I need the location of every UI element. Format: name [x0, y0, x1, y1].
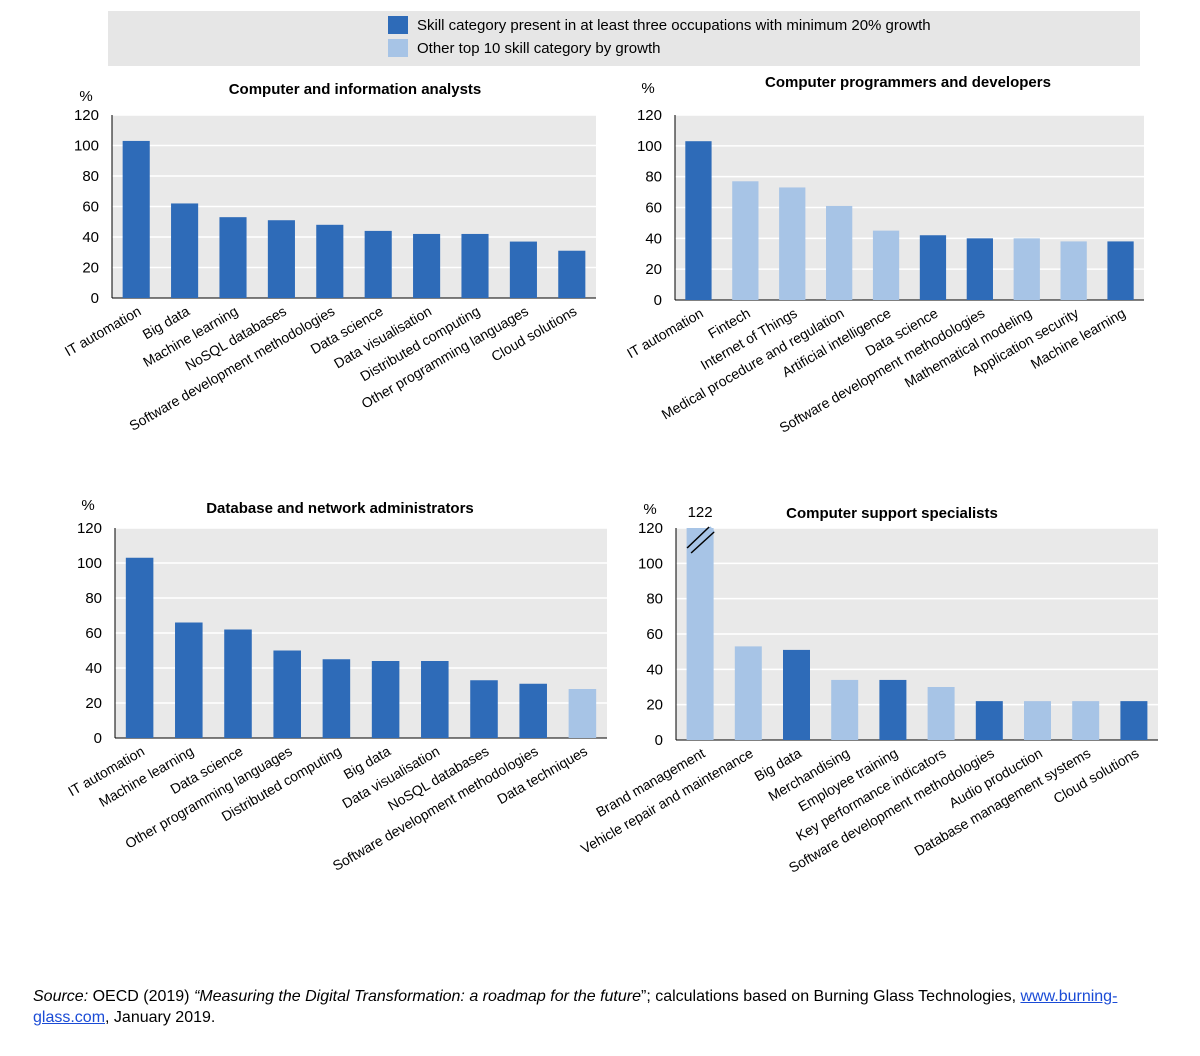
bar	[267, 220, 295, 298]
legend-item-light: Other top 10 skill category by growth	[388, 39, 660, 57]
bar	[461, 233, 489, 298]
bar	[122, 140, 150, 298]
source-label: Source:	[33, 988, 89, 1005]
bar	[558, 250, 586, 298]
x-tick-label: Cloud solutions	[488, 303, 579, 365]
source-prefix: OECD (2019)	[88, 988, 194, 1005]
y-tick-label: 40	[82, 229, 99, 246]
y-axis-unit: %	[79, 88, 92, 105]
legend: Skill category present in at least three…	[108, 11, 1140, 66]
source-middle: ”; calculations based on Burning Glass T…	[640, 988, 1021, 1005]
legend-label-dark: Skill category present in at least three…	[417, 16, 931, 34]
chart-title: Computer and information analysts	[229, 81, 482, 98]
y-tick-label: 120	[74, 107, 99, 124]
source-link[interactable]: www.burning-glass.com	[33, 988, 1118, 1026]
bar	[316, 224, 344, 298]
legend-item-dark: Skill category present in at least three…	[388, 16, 931, 34]
source-title: “Measuring the Digital Transformation: a…	[193, 988, 641, 1005]
source-note: Source: OECD (2019) “Measuring the Digit…	[33, 986, 1153, 1028]
bar	[171, 203, 199, 298]
y-tick-label: 0	[91, 290, 99, 307]
bar	[509, 241, 537, 298]
y-tick-label: 100	[74, 138, 99, 155]
bar	[364, 230, 392, 298]
y-tick-label: 20	[82, 260, 99, 277]
source-suffix: , January 2019.	[105, 1009, 216, 1026]
bar	[219, 217, 247, 298]
x-tick-label: IT automation	[62, 303, 144, 360]
bar	[413, 233, 441, 298]
y-tick-label: 60	[82, 199, 99, 216]
legend-swatch-light	[388, 39, 408, 57]
legend-swatch-dark	[388, 16, 408, 34]
y-tick-label: 80	[82, 168, 99, 185]
legend-label-light: Other top 10 skill category by growth	[417, 39, 661, 57]
